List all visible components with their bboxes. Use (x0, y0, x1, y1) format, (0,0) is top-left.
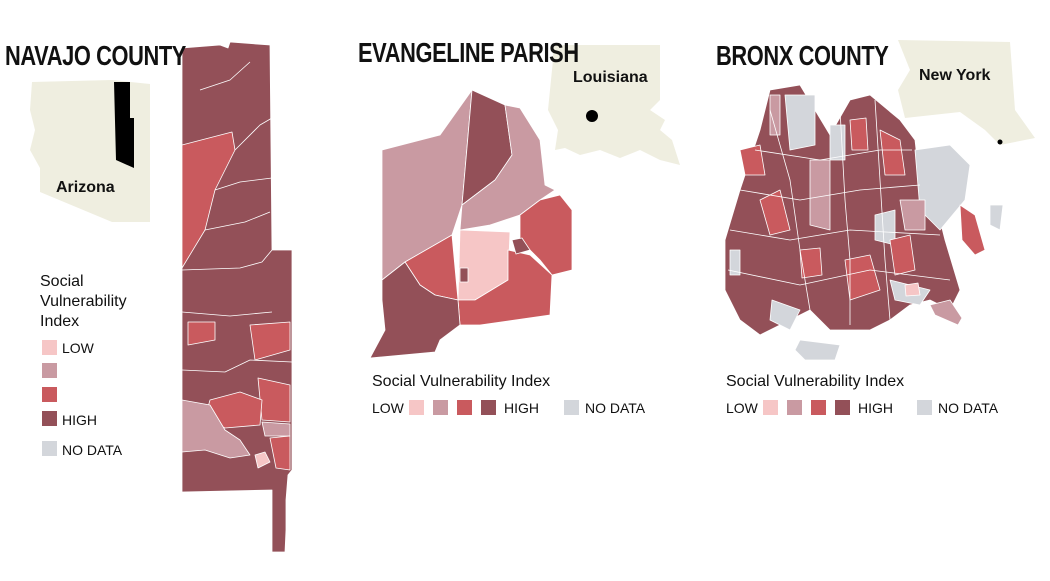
county-map-region (799, 247, 823, 279)
map-title: BRONX COUNTY (716, 40, 889, 71)
legend-swatch (42, 340, 57, 355)
parish-map-region (511, 237, 531, 255)
county-map-region (181, 399, 251, 459)
legend-swatch (481, 400, 496, 415)
county-map-region (879, 129, 906, 176)
county-map-region (849, 117, 869, 151)
map-title: NAVAJO COUNTY (5, 40, 186, 71)
legend-swatch (42, 387, 57, 402)
county-map-region (187, 321, 216, 346)
county-map-region (899, 199, 926, 231)
legend-swatch (811, 400, 826, 415)
county-map-region (809, 159, 831, 231)
location-marker (586, 110, 598, 122)
boundary-line (839, 109, 851, 325)
parish-map-region (369, 261, 461, 359)
state-label: Arizona (56, 179, 115, 196)
state-inset (548, 45, 680, 165)
county-map-region (989, 204, 1004, 231)
boundary-line (214, 177, 273, 191)
state-label: New York (919, 67, 991, 84)
county-map-region (249, 321, 291, 361)
boundary-line (181, 249, 273, 271)
county-map-region (269, 435, 291, 471)
state-inset-region (898, 40, 1035, 145)
legend-label: HIGH (858, 400, 893, 416)
county-map-region (769, 94, 781, 136)
county-map-region (769, 299, 801, 331)
state-inset (898, 40, 1035, 145)
legend-label: LOW (372, 400, 404, 416)
boundary-line (204, 211, 271, 231)
boundary-line (234, 117, 273, 151)
state-inset-region (114, 82, 134, 168)
legend-label: LOW (726, 400, 758, 416)
parish-map (369, 89, 573, 359)
boundary-line (199, 61, 251, 91)
legend-label: NO DATA (938, 400, 999, 416)
county-map-region (889, 234, 916, 276)
legend-title: Social Vulnerability Index (726, 373, 905, 390)
boundary-line (739, 184, 921, 201)
state-inset (30, 80, 150, 222)
legend-swatch (835, 400, 850, 415)
legend-swatch (457, 400, 472, 415)
county-map-region (784, 94, 816, 151)
legend-swatch (42, 441, 57, 456)
boundary-line (729, 229, 941, 241)
county-map-region (261, 421, 291, 437)
county-map-region (254, 451, 271, 469)
legend-swatch (409, 400, 424, 415)
county-map-region (929, 299, 963, 326)
legend-label: NO DATA (585, 400, 646, 416)
legend-label: LOW (62, 340, 94, 356)
boundary-line (769, 109, 811, 311)
legend-label: NO DATA (62, 442, 123, 458)
county-map-region (181, 41, 293, 553)
boundary-line (874, 99, 891, 321)
county-map-region (729, 249, 741, 276)
location-marker (997, 139, 1003, 145)
legend-title: Social Vulnerability Index (372, 373, 551, 390)
legend-swatch (917, 400, 932, 415)
county-map (181, 41, 293, 553)
parish-map-region (457, 249, 553, 326)
county-map (724, 84, 1004, 361)
boundary-line (181, 311, 273, 317)
map-title: EVANGELINE PARISH (358, 37, 579, 68)
county-map-region (794, 339, 841, 361)
legend-label: HIGH (504, 400, 539, 416)
legend-label: HIGH (62, 412, 97, 428)
county-map-region (739, 144, 766, 176)
legend-swatch (42, 363, 57, 378)
boundary-line (181, 359, 293, 373)
boundary-line (754, 149, 912, 161)
state-inset-region (548, 45, 680, 165)
legend-swatch (42, 411, 57, 426)
state-label: Louisiana (573, 69, 648, 86)
legend-swatch (564, 400, 579, 415)
county-map-region (759, 189, 791, 236)
county-map-region (904, 282, 921, 297)
county-map-region (257, 377, 291, 423)
county-map-region (959, 204, 986, 256)
legend-swatch (763, 400, 778, 415)
county-map-region (844, 254, 881, 301)
parish-map-region (459, 267, 469, 283)
boundary-line (727, 269, 951, 286)
legend-swatch (433, 400, 448, 415)
legend-swatch (787, 400, 802, 415)
legend-title: Social Vulnerability Index (40, 273, 127, 330)
